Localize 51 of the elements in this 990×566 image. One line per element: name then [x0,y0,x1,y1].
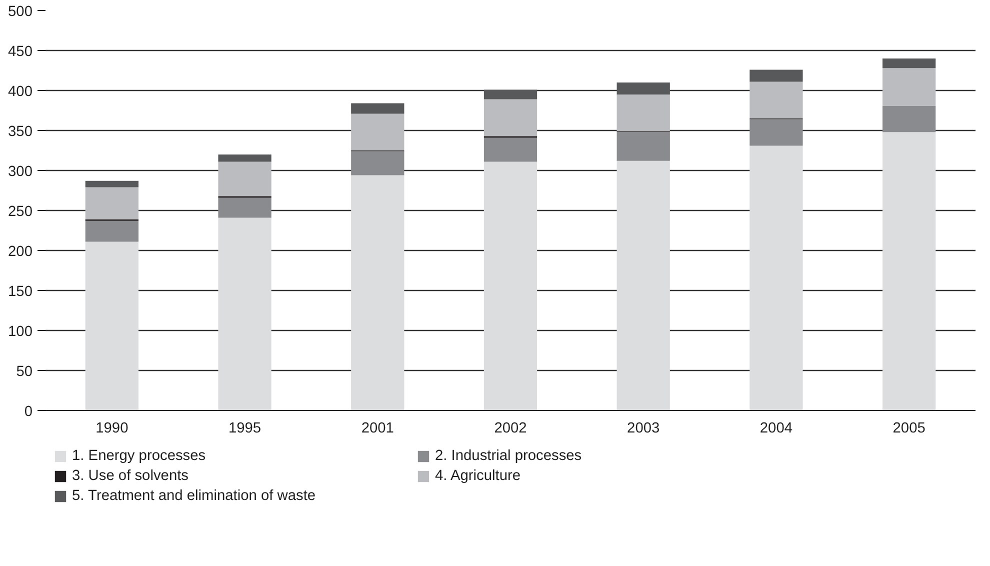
bar [218,162,272,196]
x-tick-label: 2005 [892,420,926,436]
y-tick-label: 100 [8,324,33,340]
y-tick-label: 300 [8,164,33,180]
bar [750,70,803,82]
x-tick-label: 2004 [760,420,793,436]
bar [484,99,538,136]
bar [616,132,670,161]
bar [882,68,936,106]
y-tick-label: 250 [8,204,33,220]
y-tick-label: 200 [8,244,33,260]
bar [351,151,404,176]
legend-label: 5. Treatment and elimination of waste [72,488,317,504]
bar [85,242,138,410]
bar [351,103,404,114]
bar [616,94,670,132]
x-tick-label: 2002 [494,420,527,436]
y-tick-label: 350 [8,124,33,140]
bar [616,160,670,410]
bar [882,106,936,132]
bar [750,82,803,118]
y-tick-label: 450 [8,44,33,60]
x-tick-label: 1990 [96,420,128,436]
legend-label: 4. Agriculture [435,468,522,484]
y-tick-label: 50 [16,364,33,380]
bar [85,187,138,220]
bar [351,175,404,410]
bar [85,180,138,188]
y-tick-label: 150 [8,284,33,300]
y-tick-label: 500 [8,4,33,20]
x-tick-label: 2003 [627,420,660,436]
bar [218,154,272,162]
bar [750,119,803,146]
legend-label: 1. Energy processes [72,448,207,464]
x-tick-label: 2001 [361,420,394,436]
legend-label: 3. Use of solvents [72,468,190,484]
y-tick-label: 400 [8,84,33,100]
bar [218,198,272,218]
bar [750,146,803,410]
bar [351,114,404,150]
y-tick-label: 0 [24,404,33,420]
bar [218,218,272,410]
bar [882,58,936,68]
bar [616,82,670,94]
x-tick-label: 1995 [228,420,262,436]
bar [882,132,936,410]
bar [484,162,538,410]
legend-label: 2. Industrial processes [435,448,583,464]
bar [85,220,138,242]
bar [484,90,538,100]
bar [484,138,538,162]
